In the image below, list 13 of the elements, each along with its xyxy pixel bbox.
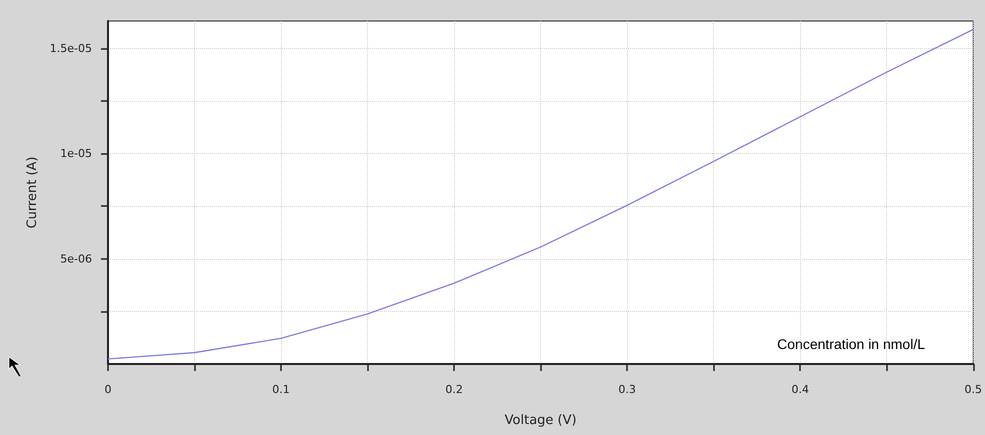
x-tick-label: 0.5 bbox=[964, 383, 982, 396]
x-tick-label: 0 bbox=[104, 383, 112, 396]
x-tick-label: 0.2 bbox=[445, 383, 463, 396]
x-tick-label: 0.1 bbox=[272, 383, 290, 396]
y-tick-label: 1.5e-05 bbox=[50, 42, 92, 55]
y-tick-label: 5e-06 bbox=[60, 252, 92, 266]
y-tick-label: 1e-05 bbox=[60, 147, 92, 160]
x-tick-label: 0.4 bbox=[791, 383, 809, 396]
annotation: Concentration in nmol/L bbox=[777, 336, 926, 352]
x-axis-title: Voltage (V) bbox=[504, 413, 577, 428]
line-series bbox=[107, 28, 974, 360]
x-tick-label: 0.3 bbox=[618, 383, 636, 396]
y-axis-title: Current (A) bbox=[24, 156, 40, 228]
